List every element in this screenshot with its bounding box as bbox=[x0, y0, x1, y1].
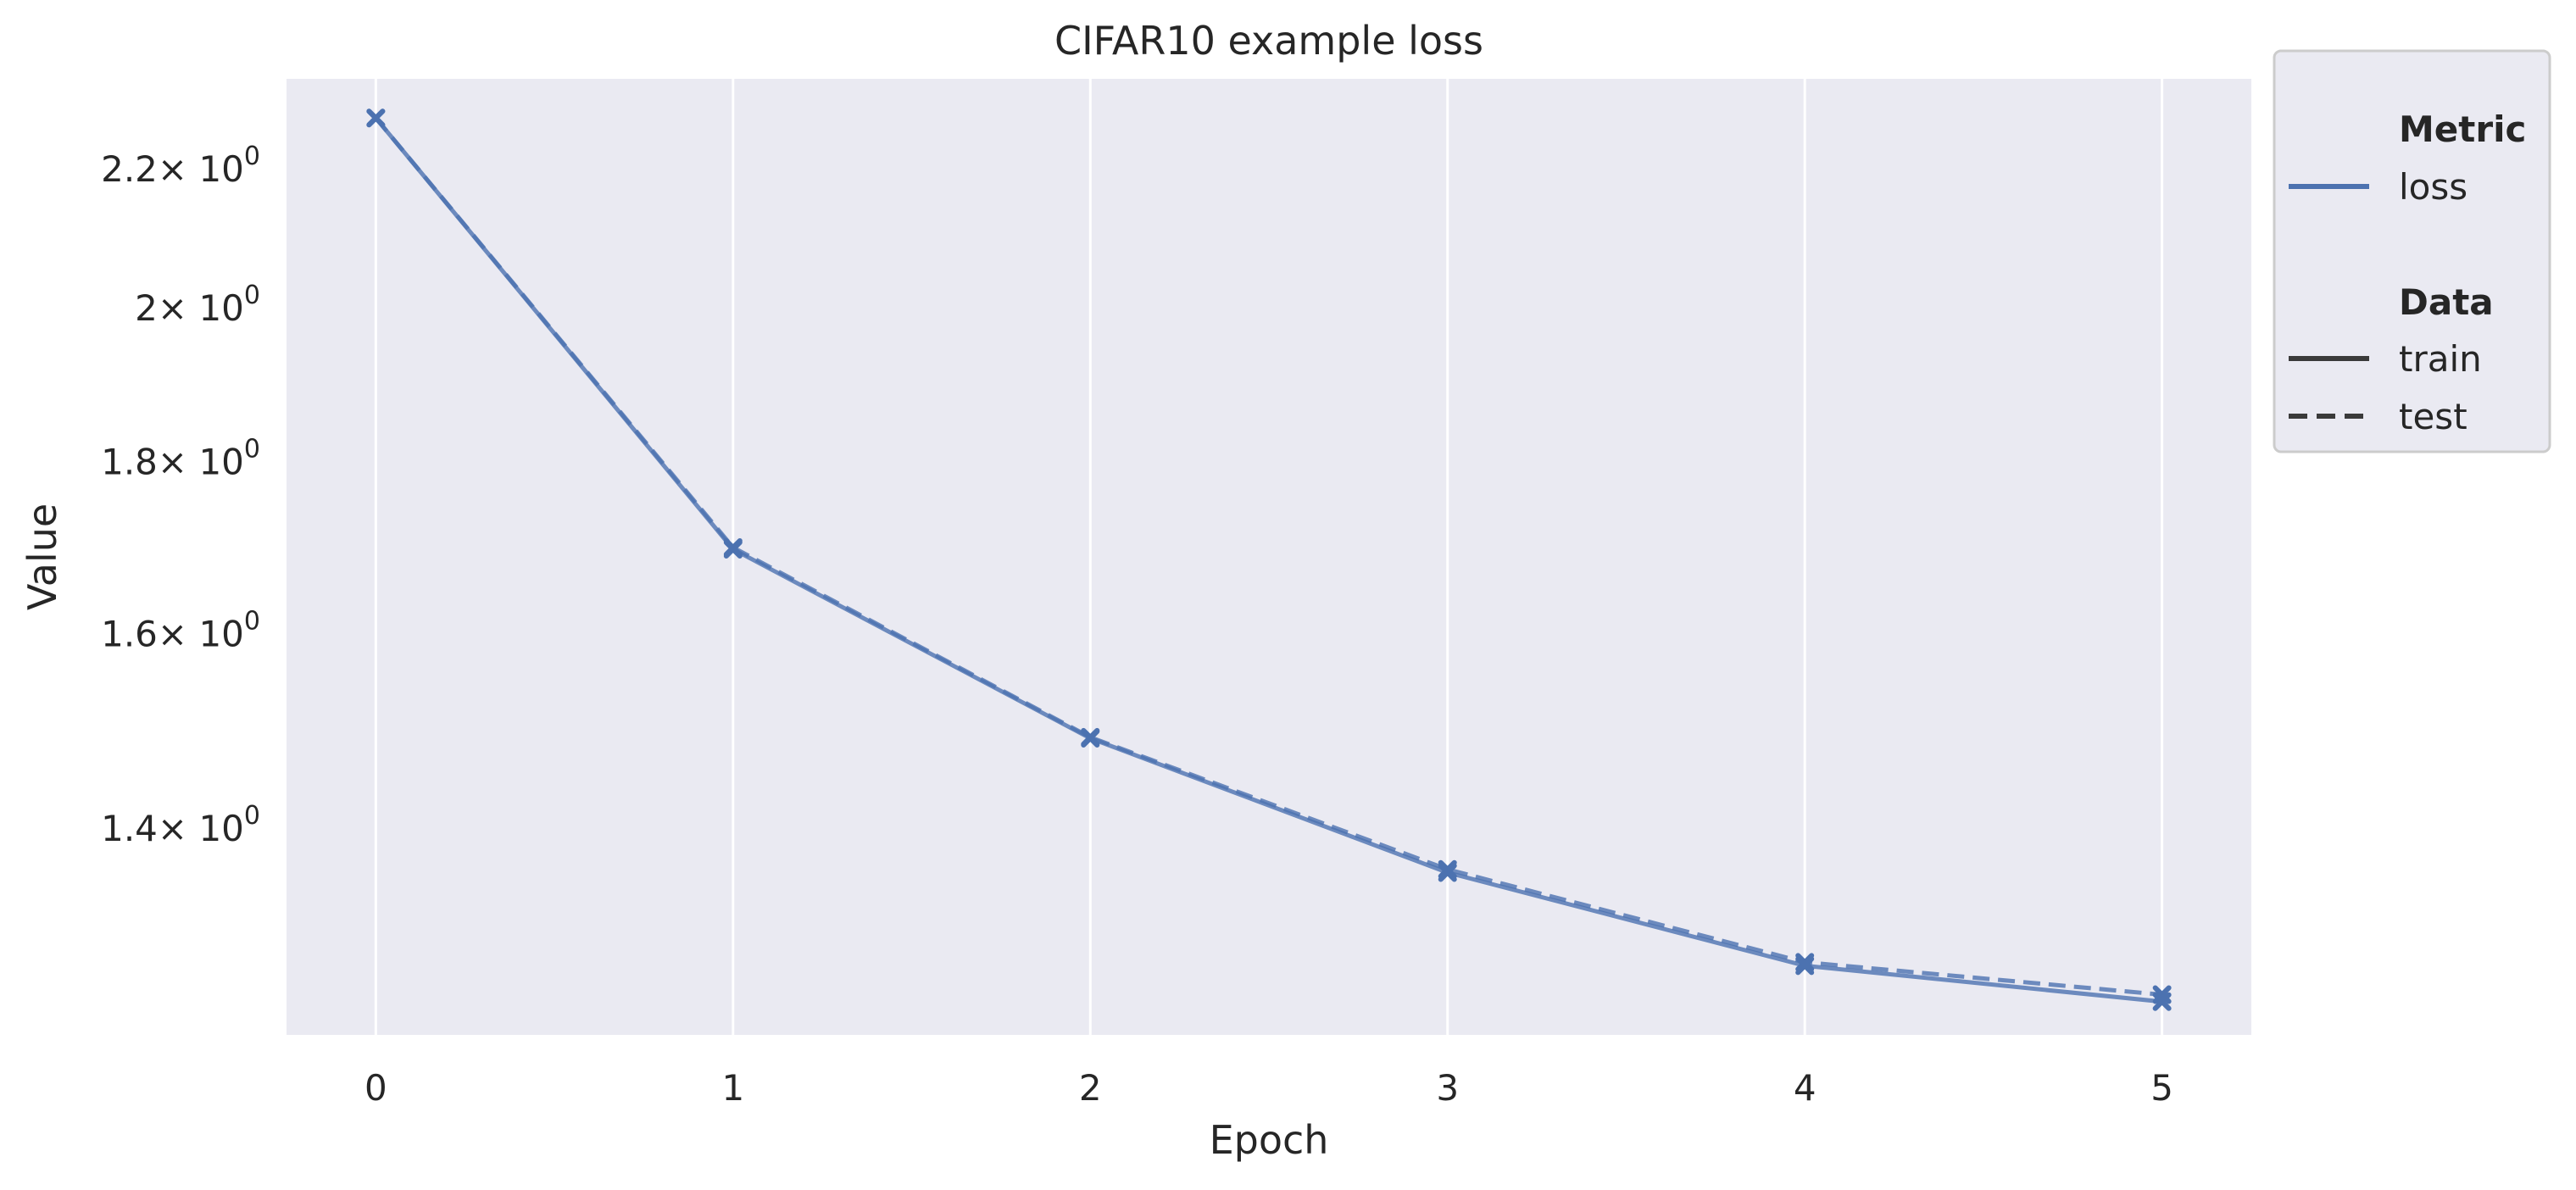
y-tick-exponent: 0 bbox=[244, 606, 260, 636]
legend-box bbox=[2273, 49, 2551, 453]
legend-heading-data: Data bbox=[2399, 281, 2494, 323]
data-point-marker bbox=[1438, 859, 1457, 879]
y-tick-exponent: 0 bbox=[244, 142, 260, 171]
y-tick-label: 1.8× 100 bbox=[101, 435, 260, 483]
series-markers bbox=[366, 108, 2172, 1011]
legend-label-train: train bbox=[2399, 338, 2482, 380]
legend-label-loss: loss bbox=[2399, 166, 2468, 208]
series-line-test bbox=[374, 116, 2162, 997]
chart-title: CIFAR10 example loss bbox=[1054, 18, 1483, 64]
data-point-marker bbox=[366, 108, 386, 128]
y-tick-base: × 10 bbox=[158, 808, 244, 849]
x-tick-label: 3 bbox=[1436, 1067, 1459, 1109]
y-tick-mantissa: 1.6 bbox=[101, 613, 158, 654]
y-tick-base: × 10 bbox=[158, 442, 244, 483]
x-axis-ticks: 0 1 2 3 4 5 bbox=[364, 1067, 2173, 1109]
x-tick-label: 5 bbox=[2150, 1067, 2173, 1109]
y-tick-mantissa: 2 bbox=[135, 287, 158, 329]
y-tick-label: 1.4× 100 bbox=[101, 801, 260, 849]
y-tick-exponent: 0 bbox=[244, 281, 260, 310]
plot-area bbox=[287, 79, 2251, 1035]
y-tick-base: × 10 bbox=[158, 287, 244, 329]
x-tick-label: 2 bbox=[1079, 1067, 1102, 1109]
grid-lines bbox=[374, 79, 2164, 1035]
data-point-marker bbox=[723, 537, 743, 557]
data-point-marker bbox=[1081, 727, 1100, 747]
y-tick-base: × 10 bbox=[158, 148, 244, 190]
series-lines bbox=[374, 116, 2162, 1004]
y-tick-exponent: 0 bbox=[244, 801, 260, 831]
data-point-marker bbox=[2152, 985, 2172, 1004]
x-axis-label: Epoch bbox=[1210, 1117, 1329, 1163]
y-tick-base: × 10 bbox=[158, 613, 244, 654]
data-point-marker bbox=[1795, 953, 1815, 972]
x-tick-label: 0 bbox=[364, 1067, 387, 1109]
x-tick-label: 1 bbox=[721, 1067, 744, 1109]
legend-heading-metric: Metric bbox=[2399, 108, 2526, 150]
x-tick-label: 4 bbox=[1794, 1067, 1817, 1109]
y-tick-mantissa: 2.2 bbox=[101, 148, 158, 190]
y-tick-label: 1.6× 100 bbox=[101, 606, 260, 654]
legend-label-test: test bbox=[2399, 396, 2468, 437]
y-tick-exponent: 0 bbox=[244, 435, 260, 464]
y-tick-mantissa: 1.8 bbox=[101, 442, 158, 483]
legend: Metric loss Data train test bbox=[2273, 49, 2551, 453]
y-axis-label: Value bbox=[19, 503, 65, 610]
y-tick-mantissa: 1.4 bbox=[101, 808, 158, 849]
y-tick-label: 2.2× 100 bbox=[101, 142, 260, 190]
y-tick-label: 2× 100 bbox=[135, 281, 260, 329]
